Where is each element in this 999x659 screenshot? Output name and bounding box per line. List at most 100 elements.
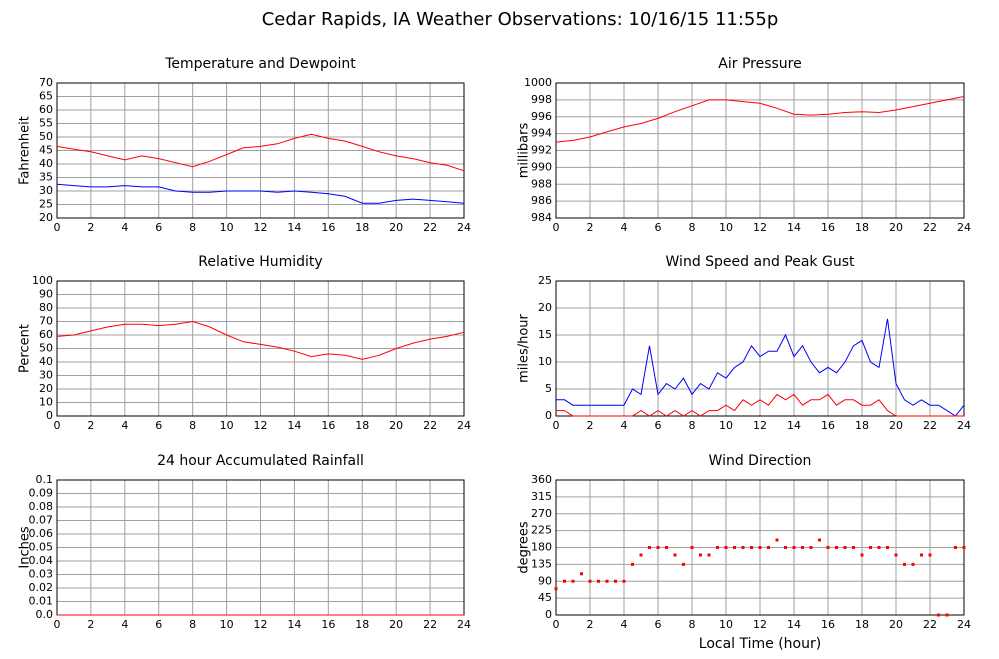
- y-tick-label: 315: [531, 490, 552, 503]
- scatter-point: [945, 613, 949, 617]
- x-axis-label: Local Time (hour): [699, 636, 821, 652]
- x-tick-label: 18: [355, 618, 369, 631]
- y-tick-label: 25: [39, 198, 53, 211]
- y-tick-label: 10: [538, 355, 552, 368]
- y-tick-label: 60: [39, 328, 53, 341]
- x-tick-label: 4: [121, 618, 128, 631]
- y-tick-label: 270: [531, 507, 552, 520]
- x-tick-label: 4: [621, 419, 628, 432]
- chart-title: Wind Speed and Peak Gust: [666, 254, 855, 270]
- y-tick-label: 60: [39, 103, 53, 116]
- x-tick-label: 10: [719, 618, 733, 631]
- x-tick-label: 8: [689, 221, 696, 234]
- scatter-point: [767, 546, 770, 549]
- y-tick-label: 135: [531, 557, 552, 570]
- y-tick-label: 80: [39, 301, 53, 314]
- plot-frame: [56, 82, 465, 219]
- y-axis-label: Inches: [18, 526, 33, 568]
- scatter-point: [733, 546, 736, 549]
- y-tick-label: 988: [531, 177, 552, 190]
- y-tick-label: 40: [39, 157, 53, 170]
- x-tick-label: 8: [689, 419, 696, 432]
- x-tick-label: 12: [254, 618, 268, 631]
- chart-title: 24 hour Accumulated Rainfall: [157, 453, 364, 469]
- y-tick-label: 0.08: [29, 500, 54, 513]
- y-tick-label: 360: [531, 473, 552, 486]
- scatter-point: [962, 546, 966, 549]
- y-tick-label: 0.05: [29, 541, 54, 554]
- chart-title: Air Pressure: [718, 56, 801, 72]
- x-tick-label: 18: [355, 419, 369, 432]
- x-tick-label: 6: [655, 618, 662, 631]
- x-tick-label: 18: [355, 221, 369, 234]
- scatter-point: [716, 546, 719, 549]
- x-tick-label: 4: [121, 419, 128, 432]
- x-tick-label: 22: [923, 419, 937, 432]
- x-tick-label: 18: [855, 221, 869, 234]
- y-tick-label: 998: [531, 93, 552, 106]
- y-tick-label: 90: [538, 574, 552, 587]
- y-tick-label: 0: [545, 409, 552, 422]
- y-tick-label: 15: [538, 328, 552, 341]
- x-tick-label: 14: [287, 419, 301, 432]
- x-tick-label: 16: [321, 221, 335, 234]
- y-tick-label: 55: [39, 117, 53, 130]
- x-tick-label: 24: [457, 221, 471, 234]
- scatter-point: [826, 546, 830, 549]
- x-tick-label: 6: [655, 221, 662, 234]
- scatter-point: [758, 546, 762, 549]
- x-tick-label: 16: [821, 221, 835, 234]
- y-tick-label: 40: [39, 355, 53, 368]
- scatter-point: [920, 553, 923, 557]
- series-line: [556, 393, 964, 417]
- scatter-point: [886, 546, 889, 549]
- x-tick-label: 16: [321, 618, 335, 631]
- scatter-point: [563, 579, 566, 583]
- series-line: [56, 320, 465, 360]
- x-tick-label: 10: [719, 419, 733, 432]
- x-tick-label: 0: [553, 221, 560, 234]
- y-tick-label: 992: [531, 144, 552, 157]
- scatter-point: [911, 562, 915, 566]
- scatter-point: [639, 553, 643, 557]
- y-tick-label: 0.01: [29, 595, 54, 608]
- x-tick-label: 2: [87, 618, 94, 631]
- x-tick-label: 8: [189, 618, 196, 631]
- x-tick-label: 4: [621, 618, 628, 631]
- x-tick-label: 12: [753, 221, 767, 234]
- y-tick-label: 0.03: [29, 568, 54, 581]
- y-tick-label: 50: [39, 130, 53, 143]
- scatter-point: [605, 579, 609, 583]
- y-tick-label: 5: [545, 382, 552, 395]
- scatter-point: [750, 546, 753, 549]
- x-tick-label: 12: [254, 419, 268, 432]
- scatter-point: [894, 553, 898, 557]
- x-tick-label: 0: [54, 221, 61, 234]
- y-tick-label: 70: [39, 315, 53, 328]
- chart-title: Relative Humidity: [198, 254, 322, 270]
- scatter-point: [597, 579, 600, 583]
- scatter-point: [835, 546, 838, 549]
- y-tick-label: 25: [538, 274, 552, 287]
- x-tick-label: 10: [220, 419, 234, 432]
- scatter-point: [903, 562, 906, 566]
- x-tick-label: 8: [189, 221, 196, 234]
- scatter-point: [801, 546, 804, 549]
- y-tick-label: 65: [39, 90, 53, 103]
- y-tick-label: 990: [531, 160, 552, 173]
- y-tick-label: 0.07: [29, 514, 54, 527]
- x-tick-label: 0: [54, 419, 61, 432]
- scatter-point: [792, 546, 796, 549]
- x-tick-label: 24: [957, 419, 971, 432]
- y-axis-label: millibars: [517, 123, 532, 179]
- scatter-point: [631, 562, 634, 566]
- y-tick-label: 984: [531, 211, 552, 224]
- scatter-point: [622, 579, 626, 583]
- x-tick-label: 4: [121, 221, 128, 234]
- y-axis-label: Percent: [18, 324, 33, 373]
- x-tick-label: 22: [923, 618, 937, 631]
- scatter-point: [818, 538, 821, 542]
- y-tick-label: 0.1: [36, 473, 54, 486]
